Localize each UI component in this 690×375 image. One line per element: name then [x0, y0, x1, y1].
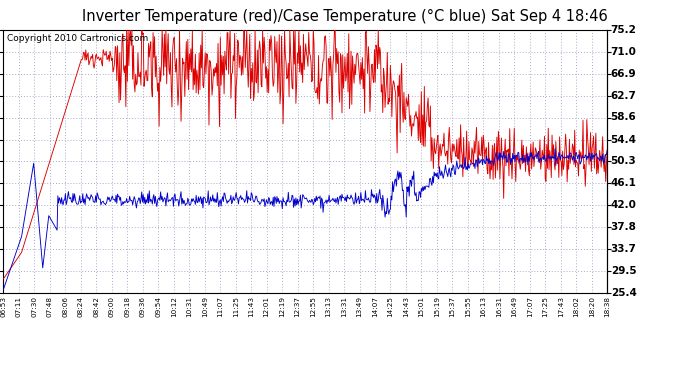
Text: 09:18: 09:18: [124, 296, 130, 317]
Text: 09:00: 09:00: [109, 296, 115, 317]
Text: 14:25: 14:25: [388, 296, 393, 317]
Text: 18:02: 18:02: [573, 296, 579, 317]
Text: 16:31: 16:31: [496, 296, 502, 317]
Text: 18:20: 18:20: [589, 296, 595, 317]
Text: 09:36: 09:36: [140, 296, 146, 317]
Text: 50.3: 50.3: [611, 156, 636, 166]
Text: Inverter Temperature (red)/Case Temperature (°C blue) Sat Sep 4 18:46: Inverter Temperature (red)/Case Temperat…: [82, 9, 608, 24]
Text: 16:13: 16:13: [480, 296, 486, 317]
Text: 15:01: 15:01: [418, 296, 424, 317]
Text: 12:37: 12:37: [295, 296, 301, 317]
Text: 07:30: 07:30: [32, 296, 37, 317]
Text: 13:49: 13:49: [357, 296, 362, 317]
Text: 46.1: 46.1: [611, 178, 636, 188]
Text: 08:24: 08:24: [78, 296, 84, 317]
Text: 15:55: 15:55: [465, 296, 471, 317]
Text: 58.6: 58.6: [611, 112, 636, 123]
Text: 16:49: 16:49: [511, 296, 518, 317]
Text: 54.4: 54.4: [611, 135, 637, 145]
Text: 15:37: 15:37: [449, 296, 455, 317]
Text: 17:07: 17:07: [526, 296, 533, 317]
Text: 08:42: 08:42: [93, 296, 99, 317]
Text: 09:54: 09:54: [155, 296, 161, 317]
Text: 66.9: 66.9: [611, 69, 636, 79]
Text: 12:55: 12:55: [310, 296, 316, 317]
Text: 08:06: 08:06: [62, 296, 68, 317]
Text: 13:31: 13:31: [341, 296, 347, 317]
Text: 33.7: 33.7: [611, 244, 636, 254]
Text: 17:43: 17:43: [558, 296, 564, 317]
Text: 25.4: 25.4: [611, 288, 636, 297]
Text: 11:43: 11:43: [248, 296, 254, 317]
Text: 07:11: 07:11: [16, 296, 22, 317]
Text: 12:01: 12:01: [264, 296, 270, 317]
Text: 10:31: 10:31: [186, 296, 193, 317]
Text: 11:25: 11:25: [233, 296, 239, 317]
Text: 11:07: 11:07: [217, 296, 223, 317]
Text: 14:43: 14:43: [403, 296, 409, 317]
Text: 29.5: 29.5: [611, 266, 636, 276]
Text: 75.2: 75.2: [611, 25, 636, 35]
Text: 37.8: 37.8: [611, 222, 636, 232]
Text: 42.0: 42.0: [611, 200, 636, 210]
Text: 17:25: 17:25: [542, 296, 549, 317]
Text: 13:13: 13:13: [326, 296, 332, 317]
Text: 18:38: 18:38: [604, 296, 610, 317]
Text: 06:53: 06:53: [1, 296, 6, 317]
Text: 71.0: 71.0: [611, 47, 636, 57]
Text: 15:19: 15:19: [434, 296, 440, 317]
Text: 62.7: 62.7: [611, 91, 636, 101]
Text: Copyright 2010 Cartronics.com: Copyright 2010 Cartronics.com: [7, 34, 148, 43]
Text: 10:12: 10:12: [170, 296, 177, 317]
Text: 14:07: 14:07: [372, 296, 378, 317]
Text: 10:49: 10:49: [201, 296, 208, 317]
Text: 12:19: 12:19: [279, 296, 285, 317]
Text: 07:48: 07:48: [47, 296, 53, 317]
